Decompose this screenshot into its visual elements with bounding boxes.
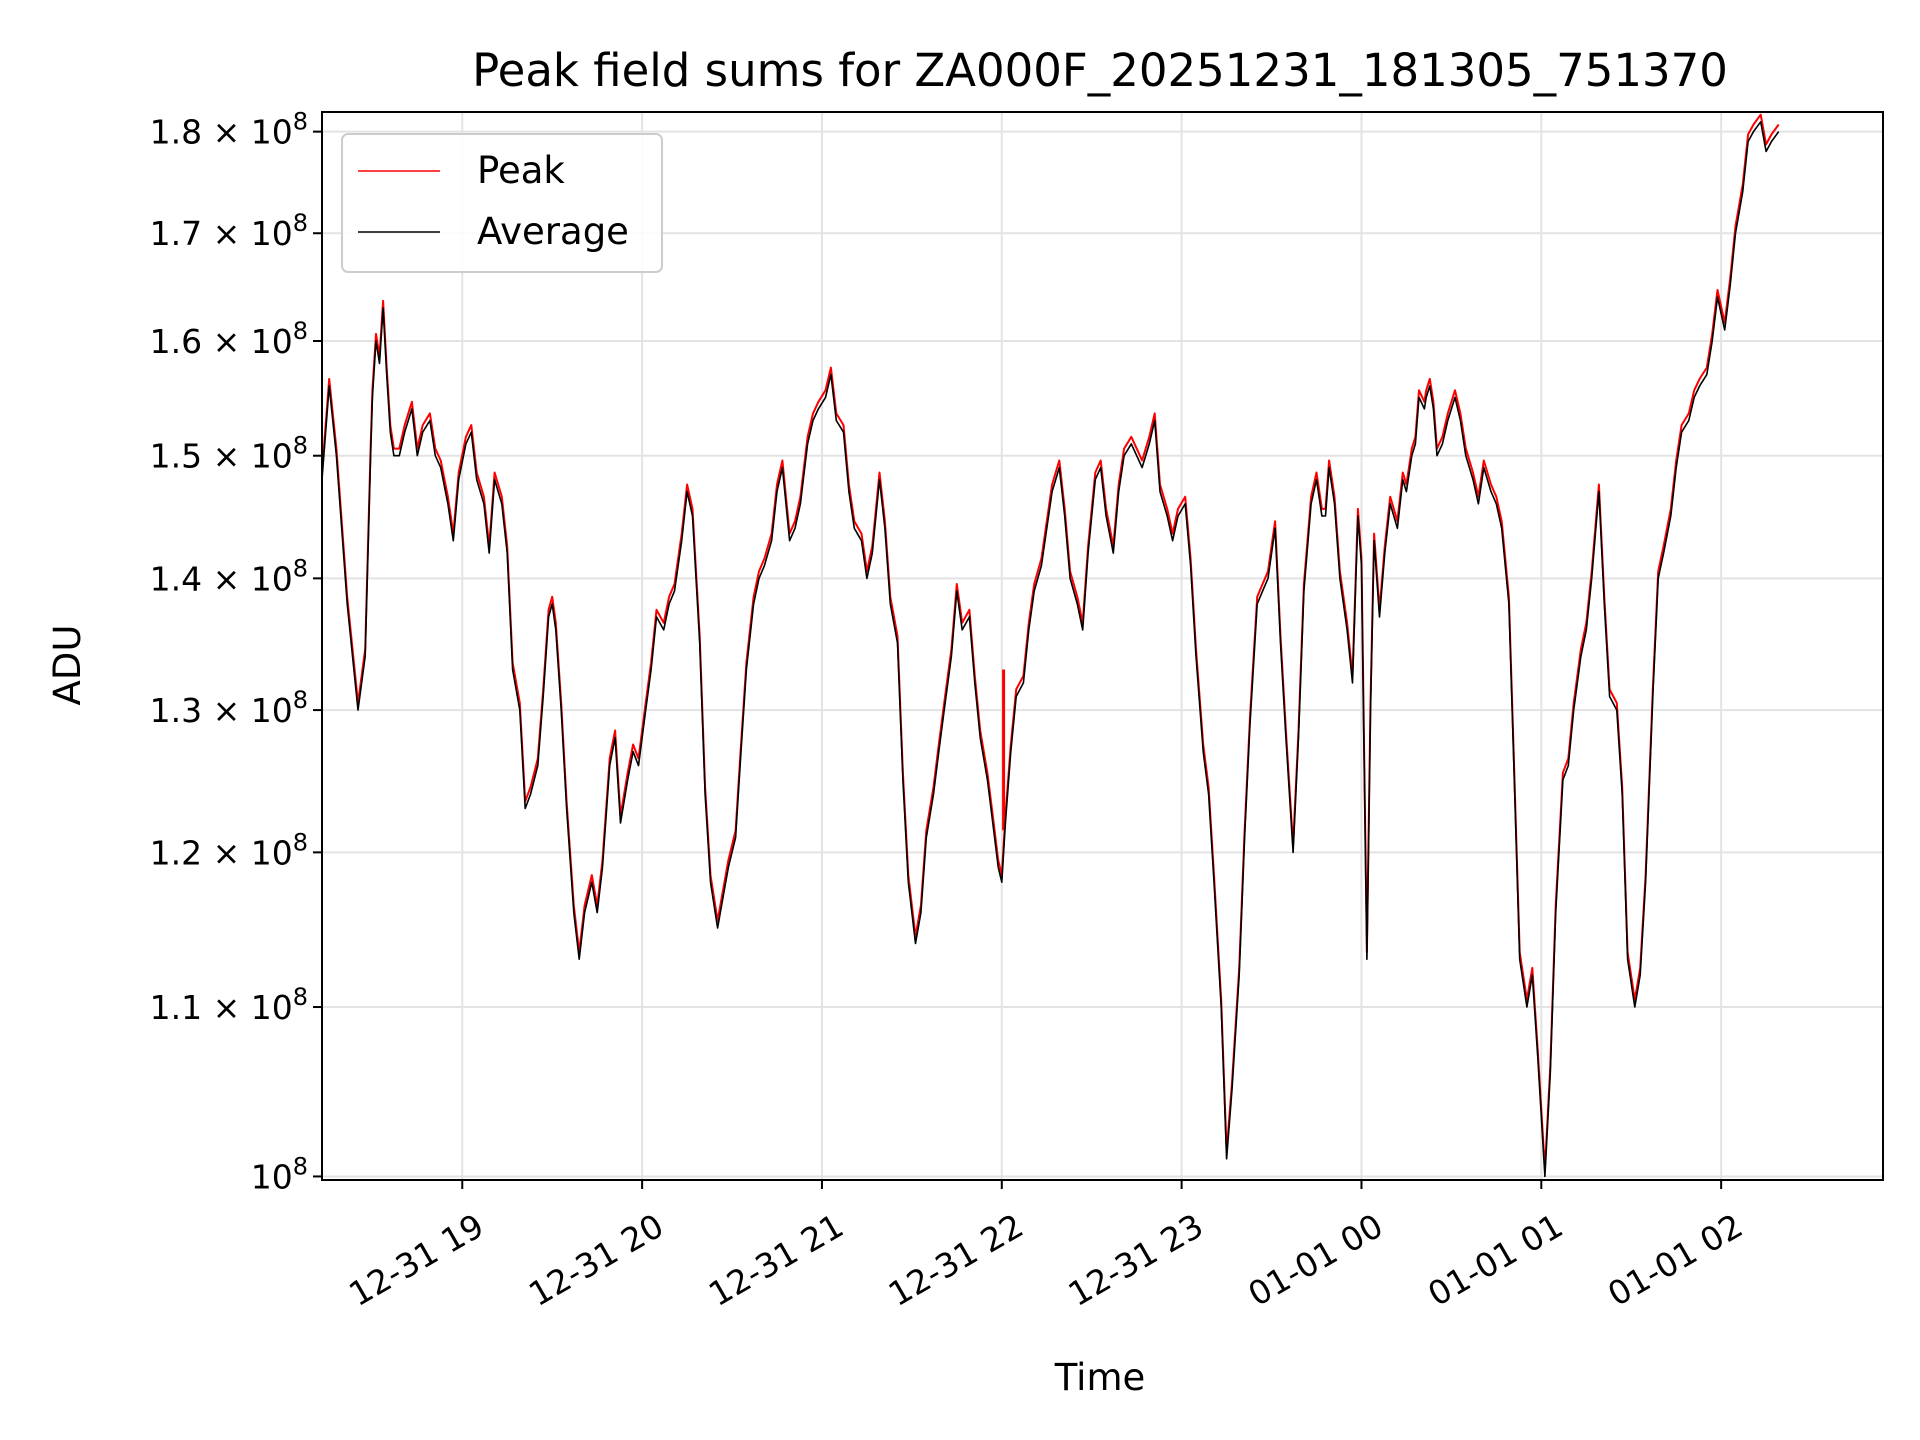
y-tick-exponent: 8 [293, 554, 308, 582]
x-axis-label: Time [1054, 1356, 1146, 1399]
y-tick-mantissa: 1.5 [150, 437, 202, 476]
legend-box [341, 133, 663, 273]
y-tick-exponent: 8 [293, 983, 308, 1011]
y-tick-label: 1.2 × 108 [150, 828, 308, 872]
y-tick-times: × 10 [202, 322, 293, 361]
y-tick-label: 1.6 × 108 [150, 317, 308, 361]
y-tick-mantissa: 1.7 [150, 214, 202, 253]
y-tick-times: × 10 [202, 214, 293, 253]
y-tick-times: × 10 [202, 559, 293, 598]
y-tick-mantissa: 1.1 [150, 988, 202, 1027]
y-tick-exponent: 8 [293, 686, 308, 714]
series-line-average [321, 121, 1780, 1178]
y-tick-times: × 10 [202, 691, 293, 730]
y-tick-label: 108 [251, 1152, 308, 1196]
y-tick-base: 10 [251, 1157, 293, 1196]
y-tick-times: × 10 [202, 988, 293, 1027]
y-tick-mantissa: 1.2 [150, 833, 202, 872]
chart-title: Peak field sums for ZA000F_20251231_1813… [472, 44, 1728, 97]
y-tick-exponent: 8 [293, 317, 308, 345]
legend: Peak Average [341, 133, 663, 273]
y-tick-times: × 10 [202, 113, 293, 152]
y-tick-label: 1.4 × 108 [150, 554, 308, 598]
y-tick-label: 1.3 × 108 [150, 686, 308, 730]
y-tick-exponent: 8 [293, 1152, 308, 1180]
y-tick-label: 1.7 × 108 [150, 209, 308, 253]
y-tick-mantissa: 1.8 [150, 113, 202, 152]
plot-frame [321, 111, 1884, 1181]
y-tick-mantissa: 1.6 [150, 322, 202, 361]
y-tick-mantissa: 1.4 [150, 559, 202, 598]
y-tick-label: 1.1 × 108 [150, 983, 308, 1027]
y-tick-exponent: 8 [293, 828, 308, 856]
legend-label-average: Average [477, 210, 629, 253]
y-tick-mantissa: 1.3 [150, 691, 202, 730]
y-tick-times: × 10 [202, 833, 293, 872]
y-tick-label: 1.8 × 108 [150, 108, 308, 152]
y-tick-times: × 10 [202, 437, 293, 476]
y-tick-label: 1.5 × 108 [150, 432, 308, 476]
y-tick-exponent: 8 [293, 432, 308, 460]
legend-label-peak: Peak [477, 149, 565, 192]
y-axis-label: ADU [46, 625, 89, 706]
y-tick-exponent: 8 [293, 108, 308, 136]
series-layer [321, 113, 1780, 1178]
y-tick-exponent: 8 [293, 209, 308, 237]
